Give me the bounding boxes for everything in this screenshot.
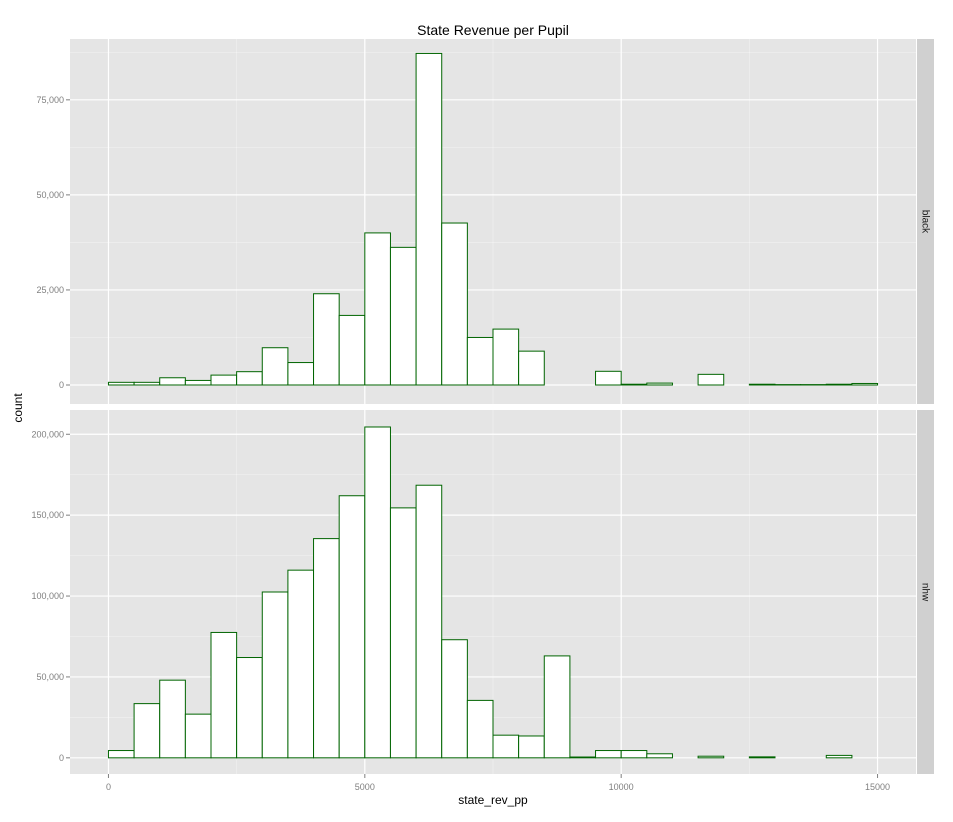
y-tick-label: 50,000 — [36, 672, 64, 682]
histogram-bar — [339, 315, 365, 385]
histogram-bar — [647, 383, 673, 385]
histogram-bar — [621, 751, 647, 758]
histogram-bar — [314, 294, 340, 385]
facet-strip-label: black — [920, 210, 931, 234]
y-tick-label: 200,000 — [31, 429, 64, 439]
x-axis-title: state_rev_pp — [458, 793, 528, 807]
histogram-bar — [314, 539, 340, 758]
histogram-bar — [647, 754, 673, 758]
x-tick-label: 5000 — [355, 782, 375, 792]
y-tick-label: 25,000 — [36, 285, 64, 295]
y-tick-label: 0 — [59, 380, 64, 390]
histogram-bar — [749, 384, 775, 385]
histogram-bar — [442, 223, 468, 385]
histogram-bar — [519, 351, 545, 385]
histogram-bar — [749, 757, 775, 758]
histogram-bar — [519, 736, 545, 758]
facet-strip-label: nhw — [920, 583, 931, 602]
histogram-bar — [185, 380, 211, 385]
histogram-bar — [467, 337, 493, 385]
histogram-bar — [211, 375, 237, 385]
histogram-bar — [211, 632, 237, 757]
facet-panel-black: 0 25,000 50,000 75,000 black — [36, 39, 934, 404]
histogram-bar — [288, 363, 314, 385]
histogram-bar — [134, 382, 160, 385]
histogram-bar — [108, 382, 134, 385]
histogram-bar — [442, 640, 468, 758]
y-tick-label: 100,000 — [31, 591, 64, 601]
histogram-bar — [390, 247, 416, 385]
histogram-bar — [108, 751, 134, 758]
histogram-bar — [467, 700, 493, 757]
histogram-bar — [416, 53, 442, 385]
histogram-bar — [365, 427, 391, 758]
histogram-bar — [826, 755, 852, 757]
y-axis-title: count — [11, 393, 25, 423]
histogram-bar — [134, 704, 160, 758]
x-tick-label: 10000 — [609, 782, 634, 792]
histogram-bar — [826, 384, 852, 385]
y-tick-label: 150,000 — [31, 510, 64, 520]
x-tick-label: 0 — [106, 782, 111, 792]
histogram-bar — [339, 496, 365, 758]
histogram-bar — [596, 751, 622, 758]
facet-panel-nhw: 0 50,000 100,000 150,000 200,000 nhw — [31, 410, 934, 774]
y-tick-label: 50,000 — [36, 190, 64, 200]
histogram-bar — [288, 570, 314, 758]
histogram-bar — [698, 374, 724, 385]
histogram-bar — [390, 508, 416, 758]
histogram-bar — [237, 658, 263, 758]
histogram-bar — [852, 383, 878, 385]
histogram-bar — [493, 735, 519, 758]
histogram-bar — [365, 233, 391, 385]
histogram-bar — [570, 757, 596, 758]
x-tick-label: 15000 — [865, 782, 890, 792]
histogram-bar — [237, 372, 263, 385]
histogram-bar — [544, 656, 570, 758]
y-tick-label: 75,000 — [36, 95, 64, 105]
histogram-bar — [493, 329, 519, 385]
histogram-bar — [596, 371, 622, 385]
histogram-bar — [160, 378, 186, 385]
chart-title: State Revenue per Pupil — [417, 22, 569, 38]
histogram-bar — [698, 756, 724, 758]
histogram-bar — [185, 714, 211, 758]
y-tick-label: 0 — [59, 753, 64, 763]
histogram-bar — [621, 384, 647, 385]
histogram-bar — [262, 592, 288, 758]
histogram-bar — [262, 348, 288, 385]
histogram-bar — [160, 680, 186, 758]
histogram-bar — [416, 485, 442, 758]
